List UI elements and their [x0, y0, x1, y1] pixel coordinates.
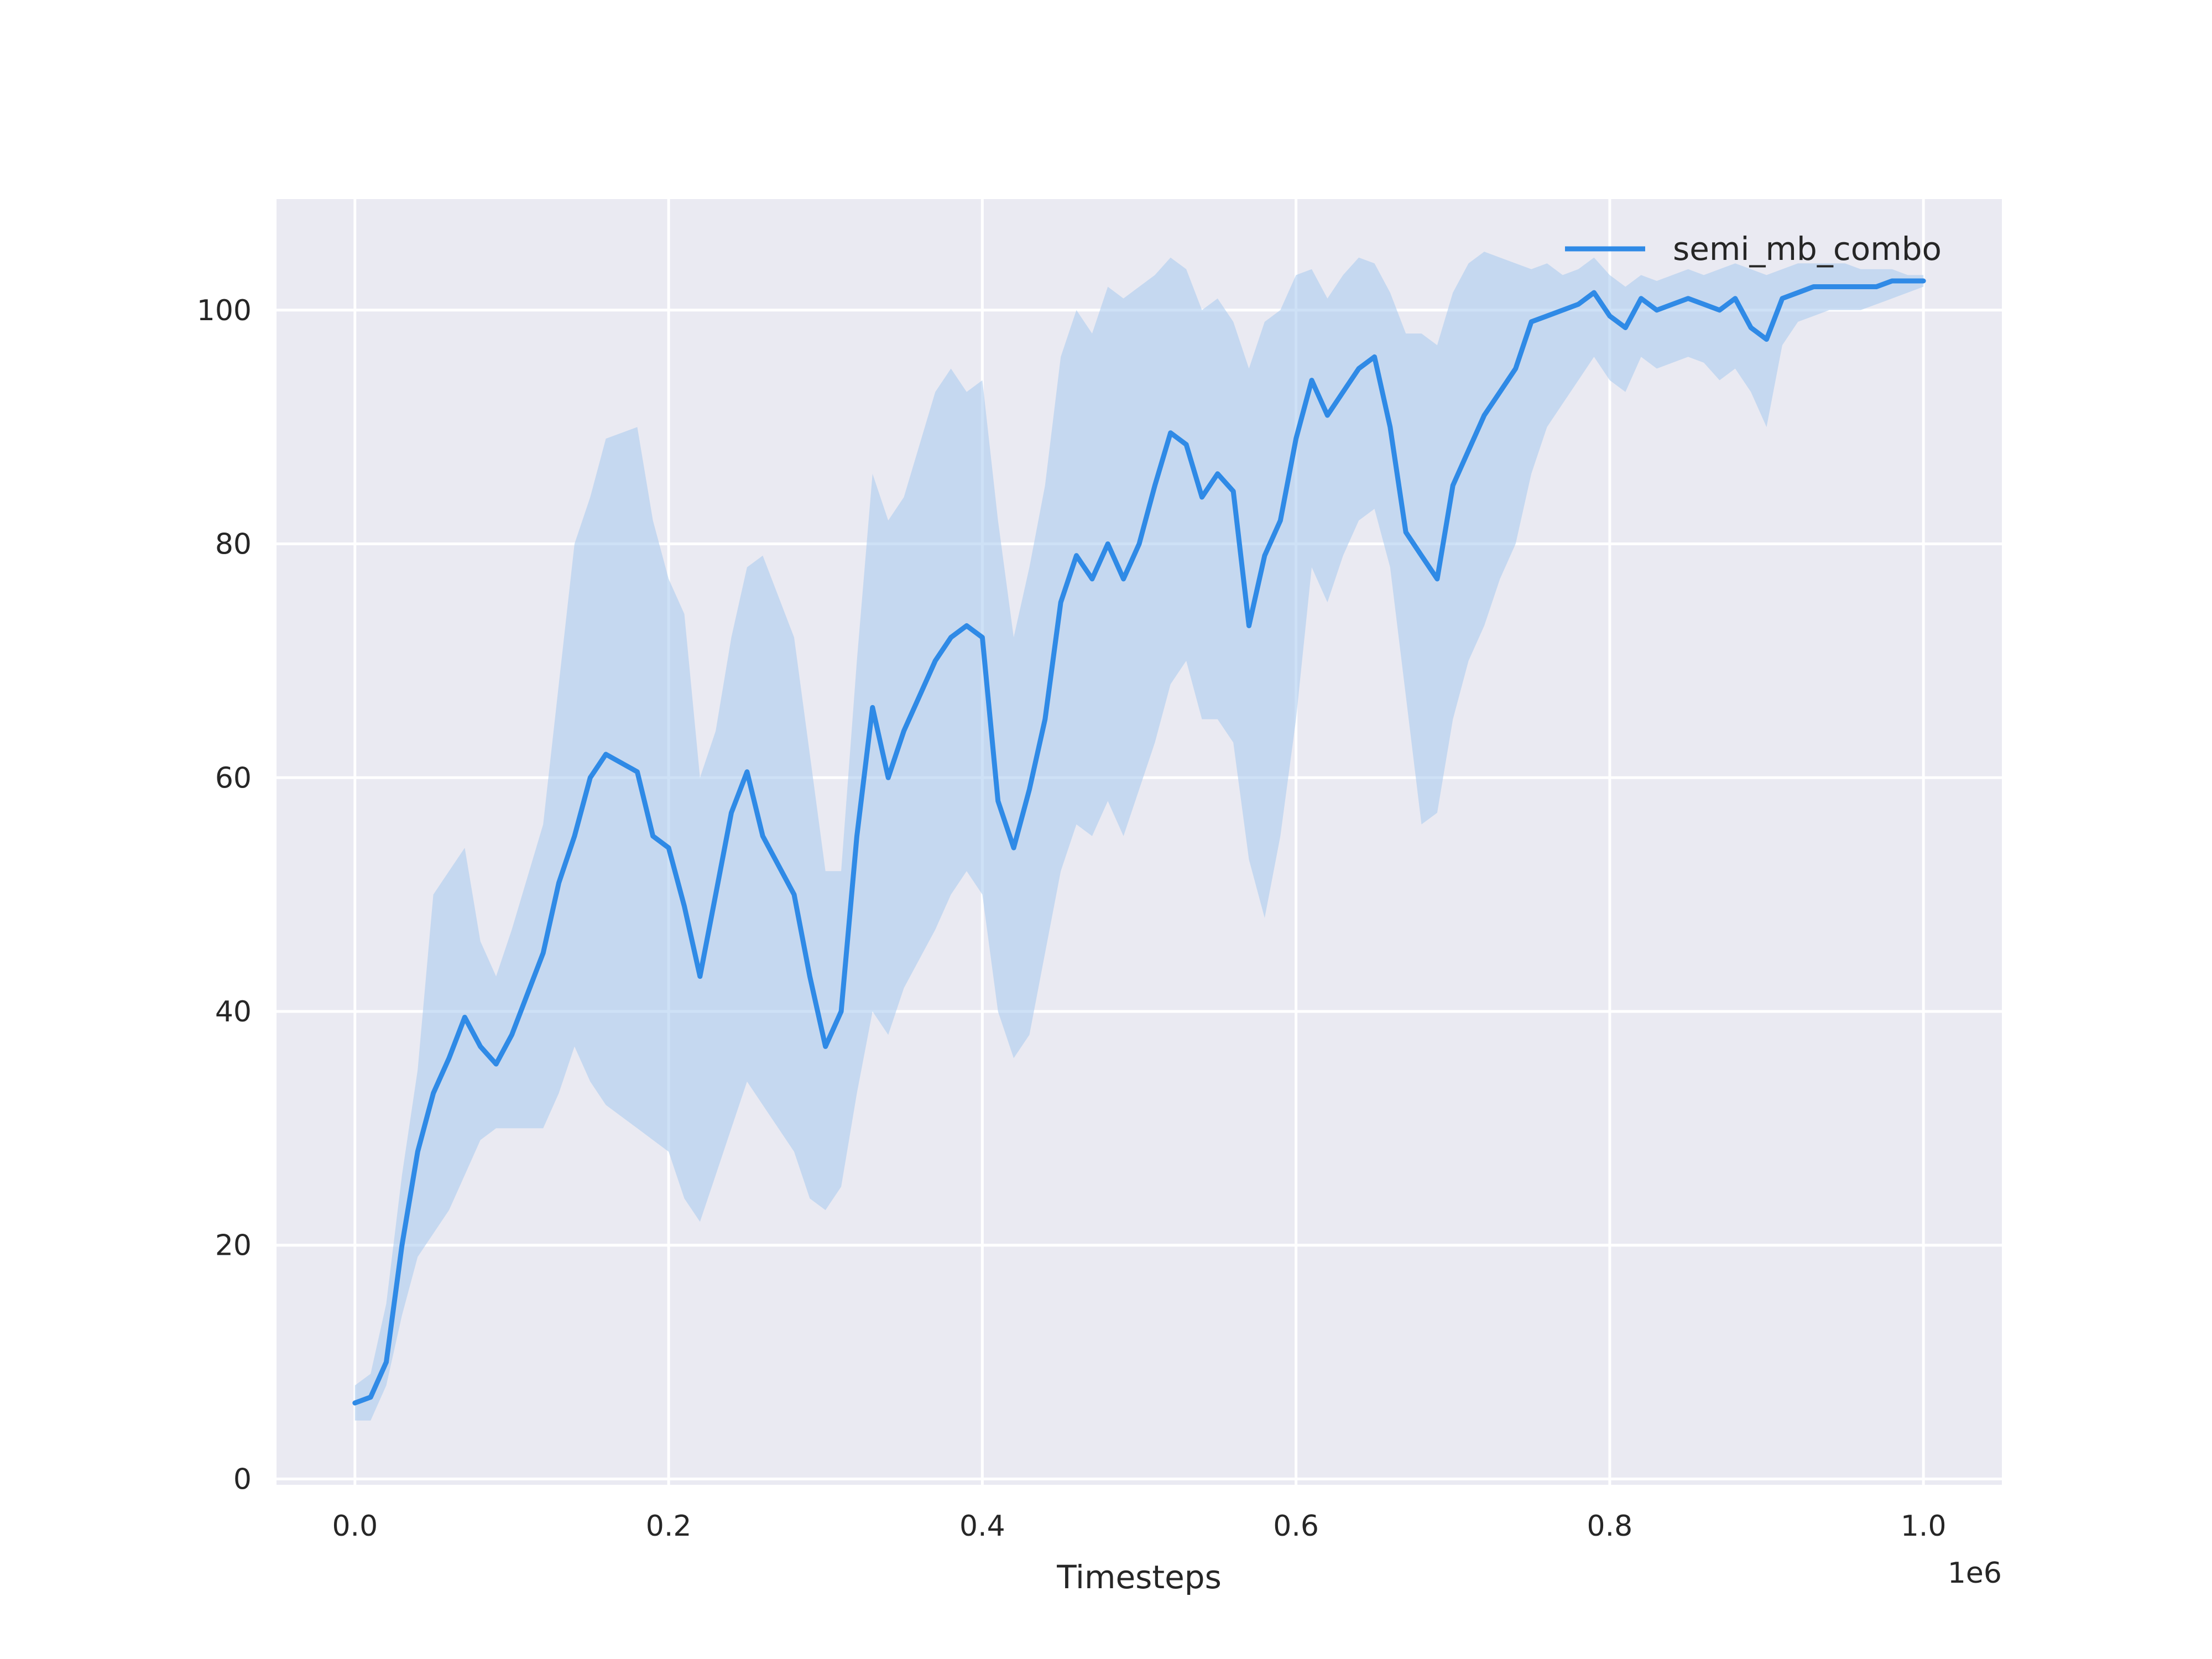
series-line — [352, 278, 1926, 1406]
y-tick-label: 20 — [215, 1229, 252, 1262]
y-tick-label: 0 — [233, 1463, 252, 1496]
x-axis-label: Timesteps — [1056, 1558, 1222, 1596]
confidence-band — [354, 252, 1924, 1421]
x-tick-label: 1.0 — [1901, 1510, 1947, 1543]
y-tick-label: 60 — [215, 761, 252, 795]
x-tick-label: 0.6 — [1273, 1510, 1319, 1543]
legend: semi_mb_combo — [1565, 230, 1942, 268]
x-tick-label: 0.2 — [646, 1510, 692, 1543]
y-tick-label: 100 — [197, 294, 252, 327]
legend-label: semi_mb_combo — [1673, 230, 1942, 268]
x-offset-label: 1e6 — [1948, 1557, 2002, 1590]
x-tick-label: 0.8 — [1587, 1510, 1633, 1543]
y-tick-label: 80 — [215, 528, 252, 561]
x-tick-label: 0.4 — [959, 1510, 1005, 1543]
y-tick-label: 40 — [215, 995, 252, 1029]
y-tick-labels: 0 20 40 60 80 100 — [197, 294, 252, 1496]
x-tick-label: 0.0 — [332, 1510, 378, 1543]
x-tick-labels: 0.0 0.2 0.4 0.6 0.8 1.0 — [332, 1510, 1946, 1543]
